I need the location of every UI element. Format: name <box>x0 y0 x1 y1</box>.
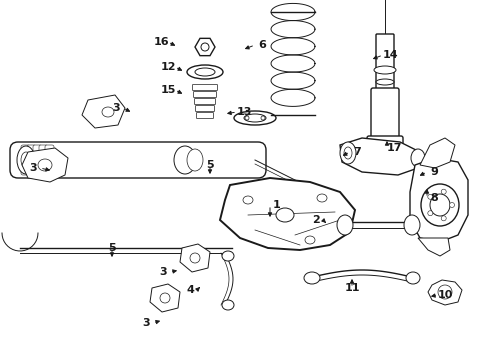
Text: 3: 3 <box>112 103 120 113</box>
Text: 3: 3 <box>142 318 150 328</box>
Ellipse shape <box>17 146 35 174</box>
Ellipse shape <box>222 251 234 261</box>
Text: 16: 16 <box>153 37 169 47</box>
FancyBboxPatch shape <box>196 113 214 118</box>
Ellipse shape <box>404 215 420 235</box>
Polygon shape <box>195 38 215 56</box>
Polygon shape <box>82 95 125 128</box>
Ellipse shape <box>245 116 249 120</box>
Polygon shape <box>418 238 450 256</box>
Ellipse shape <box>337 215 353 235</box>
Ellipse shape <box>21 152 31 168</box>
Polygon shape <box>340 138 420 175</box>
Text: 8: 8 <box>430 193 438 203</box>
Ellipse shape <box>244 114 266 122</box>
Ellipse shape <box>344 147 352 159</box>
Ellipse shape <box>376 79 394 85</box>
Text: 9: 9 <box>430 167 438 177</box>
Polygon shape <box>22 148 68 182</box>
FancyBboxPatch shape <box>195 99 216 104</box>
Ellipse shape <box>243 196 253 204</box>
Ellipse shape <box>406 272 420 284</box>
Ellipse shape <box>305 236 315 244</box>
Ellipse shape <box>304 272 320 284</box>
Text: 5: 5 <box>108 243 116 253</box>
Ellipse shape <box>234 111 276 125</box>
Ellipse shape <box>441 189 446 194</box>
Ellipse shape <box>276 208 294 222</box>
Polygon shape <box>150 284 180 312</box>
FancyBboxPatch shape <box>10 142 266 178</box>
Polygon shape <box>420 138 455 168</box>
FancyBboxPatch shape <box>45 145 54 175</box>
FancyBboxPatch shape <box>193 85 218 90</box>
Polygon shape <box>180 244 210 272</box>
Ellipse shape <box>428 194 433 199</box>
Text: 15: 15 <box>160 85 176 95</box>
Polygon shape <box>410 158 468 242</box>
Ellipse shape <box>430 194 450 216</box>
Ellipse shape <box>449 202 455 207</box>
Polygon shape <box>220 178 355 250</box>
FancyBboxPatch shape <box>33 145 42 175</box>
Text: 2: 2 <box>312 215 320 225</box>
Text: 13: 13 <box>236 107 252 117</box>
FancyBboxPatch shape <box>367 136 403 150</box>
Ellipse shape <box>441 216 446 221</box>
Ellipse shape <box>102 107 114 117</box>
Text: 10: 10 <box>437 290 453 300</box>
Text: 5: 5 <box>206 160 214 170</box>
Text: 7: 7 <box>353 147 361 157</box>
Ellipse shape <box>190 253 200 263</box>
Ellipse shape <box>187 65 223 79</box>
Ellipse shape <box>187 149 203 171</box>
Text: 3: 3 <box>29 163 37 173</box>
Ellipse shape <box>160 293 170 303</box>
FancyBboxPatch shape <box>196 105 215 112</box>
Ellipse shape <box>38 159 52 171</box>
Ellipse shape <box>222 300 234 310</box>
Ellipse shape <box>174 146 196 174</box>
FancyBboxPatch shape <box>21 145 30 175</box>
Text: 17: 17 <box>386 143 402 153</box>
Ellipse shape <box>411 149 425 167</box>
Ellipse shape <box>438 285 452 299</box>
Ellipse shape <box>340 142 356 164</box>
FancyBboxPatch shape <box>371 88 399 142</box>
Polygon shape <box>428 280 462 305</box>
Ellipse shape <box>201 43 209 51</box>
Ellipse shape <box>428 211 433 216</box>
Text: 4: 4 <box>186 285 194 295</box>
Text: 11: 11 <box>344 283 360 293</box>
Ellipse shape <box>374 66 396 74</box>
FancyBboxPatch shape <box>27 145 36 175</box>
Text: 3: 3 <box>159 267 167 277</box>
Ellipse shape <box>261 116 265 120</box>
Text: 12: 12 <box>160 62 176 72</box>
FancyBboxPatch shape <box>376 34 394 91</box>
FancyBboxPatch shape <box>194 91 217 98</box>
Text: 6: 6 <box>258 40 266 50</box>
Ellipse shape <box>317 194 327 202</box>
Ellipse shape <box>195 68 215 76</box>
Text: 1: 1 <box>273 200 281 210</box>
FancyBboxPatch shape <box>39 145 48 175</box>
Text: 14: 14 <box>382 50 398 60</box>
Ellipse shape <box>421 184 459 226</box>
